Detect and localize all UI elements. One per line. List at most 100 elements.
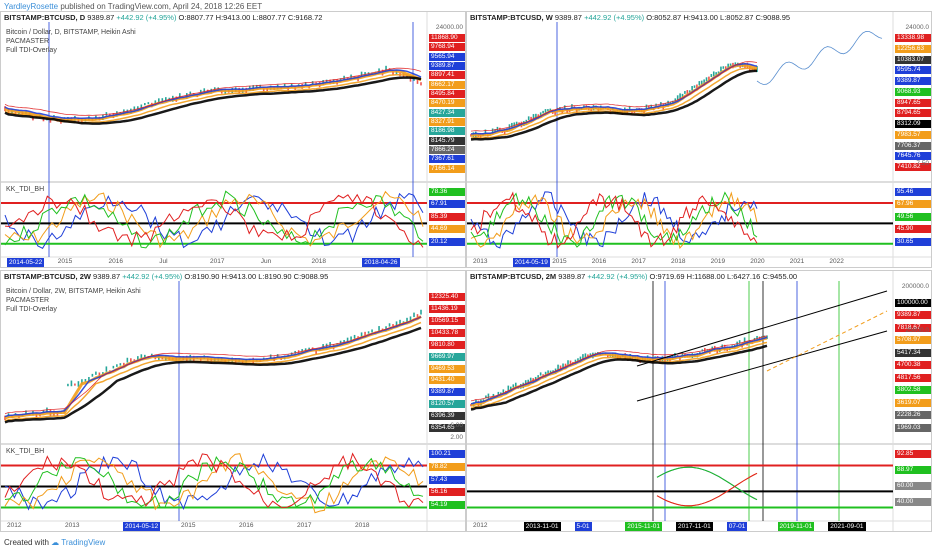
- candle: [724, 66, 727, 70]
- price-label: 9389.87: [429, 62, 465, 70]
- candle: [547, 109, 549, 112]
- chart-canvas: [1, 271, 465, 531]
- price-label: 8470.19: [429, 99, 465, 108]
- x-axis-label: 2017: [210, 258, 225, 265]
- candle: [123, 109, 125, 116]
- title-h: H:9413.00: [215, 13, 253, 22]
- ma-line: [470, 335, 768, 402]
- candle: [502, 389, 505, 395]
- price-label: 4700.38: [895, 361, 931, 370]
- candle: [112, 365, 115, 369]
- candle: [645, 104, 648, 110]
- tradingview-logo-icon[interactable]: ☁: [51, 538, 60, 547]
- candle: [674, 98, 677, 103]
- candle: [18, 111, 20, 115]
- overlay-legend-3: Full TDI-Overlay: [6, 306, 57, 313]
- candle: [25, 410, 27, 415]
- oscillator-line: [4, 193, 424, 248]
- title-c: C:9088.95: [755, 13, 791, 22]
- osc-value-label: 54.19: [429, 501, 465, 510]
- candle: [727, 63, 729, 70]
- candle: [399, 319, 401, 326]
- candle: [67, 383, 69, 387]
- candle: [542, 110, 544, 114]
- title-o: O:8052.87: [646, 13, 684, 22]
- chart-pane-2[interactable]: BITSTAMP:BTCUSD, W 9389.87 +442.92 (+4.9…: [466, 11, 932, 268]
- candle: [406, 317, 408, 324]
- x-axis-label: 2018: [671, 258, 686, 265]
- price-label: 11436.19: [429, 304, 465, 313]
- candle: [705, 77, 708, 82]
- y-tick: 24000.00: [435, 24, 463, 31]
- author-link[interactable]: YardleyRosette: [4, 2, 59, 11]
- x-axis-label: 2021-09-01: [828, 522, 866, 531]
- candle: [507, 385, 510, 391]
- candle: [395, 321, 398, 327]
- candle: [509, 386, 512, 390]
- x-axis-label: Jul: [159, 258, 168, 265]
- price-label: 9669.97: [429, 352, 465, 361]
- osc-value-label: 88.97: [895, 466, 931, 474]
- price-label: 8312.09: [895, 120, 931, 129]
- candle: [648, 105, 650, 110]
- x-axis-label: 07-01: [726, 522, 748, 531]
- candle: [91, 373, 94, 377]
- candle: [722, 66, 725, 69]
- y-tick: 25000.0: [905, 327, 930, 334]
- created-with: Created with: [4, 538, 49, 547]
- oscillator-line: [4, 192, 424, 249]
- title-l: L:8052.87: [720, 13, 756, 22]
- candle: [686, 90, 689, 97]
- price-label: 9768.94: [429, 43, 465, 52]
- channel-line: [636, 290, 888, 367]
- price-label: 8947.65: [895, 98, 931, 107]
- candle: [559, 365, 562, 371]
- price-label: 8427.34: [429, 108, 465, 117]
- candle: [294, 350, 296, 354]
- candle: [717, 71, 720, 75]
- candle: [371, 329, 373, 333]
- osc-value-label: 92.85: [895, 450, 931, 458]
- title-price: 9389.87: [87, 13, 117, 22]
- price-label: 8794.65: [895, 109, 931, 118]
- price-label: 5417.34: [895, 348, 931, 357]
- x-axis-label: Jun: [260, 258, 272, 265]
- candle: [756, 66, 758, 73]
- candle: [485, 395, 487, 399]
- candle: [554, 110, 556, 115]
- candle: [360, 332, 363, 337]
- x-axis-label: 2019: [710, 258, 726, 265]
- candle: [413, 312, 415, 318]
- title-symbol: BITSTAMP:BTCUSD, W: [470, 13, 555, 22]
- candle: [708, 76, 710, 82]
- price-label: 8145.79: [429, 136, 465, 145]
- candle: [350, 336, 352, 342]
- candle: [539, 112, 542, 117]
- candle: [712, 71, 715, 77]
- symbol-title: BITSTAMP:BTCUSD, D 9389.87 +442.92 (+4.9…: [4, 13, 322, 22]
- symbol-title: BITSTAMP:BTCUSD, 2M 9389.87 +442.92 (+4.…: [470, 272, 797, 281]
- y-tick: 6.00: [450, 422, 463, 429]
- candle: [283, 83, 286, 88]
- chart-pane-1[interactable]: BITSTAMP:BTCUSD, D 9389.87 +442.92 (+4.9…: [0, 11, 466, 268]
- candle: [420, 82, 422, 86]
- candle: [360, 71, 363, 77]
- chart-canvas: [1, 12, 465, 267]
- chart-pane-3[interactable]: BITSTAMP:BTCUSD, 2W 9389.87 +442.92 (+4.…: [0, 270, 466, 532]
- chart-pane-4[interactable]: BITSTAMP:BTCUSD, 2M 9389.87 +442.92 (+4.…: [466, 270, 932, 532]
- price-label: 7367.61: [429, 155, 465, 164]
- candle: [119, 363, 122, 366]
- candle: [392, 69, 394, 76]
- tradingview-link[interactable]: TradingView: [61, 538, 106, 547]
- candle: [681, 93, 684, 98]
- candle: [571, 104, 573, 110]
- candle: [308, 347, 310, 350]
- candle: [569, 360, 572, 366]
- candle: [105, 366, 108, 372]
- candle: [416, 80, 419, 84]
- price-label: 6354.65: [429, 424, 465, 433]
- price-label: 12325.40: [429, 293, 465, 301]
- x-axis-label: 2014-05-22: [7, 258, 45, 267]
- candle: [353, 334, 356, 339]
- oscillator-line: [656, 472, 758, 507]
